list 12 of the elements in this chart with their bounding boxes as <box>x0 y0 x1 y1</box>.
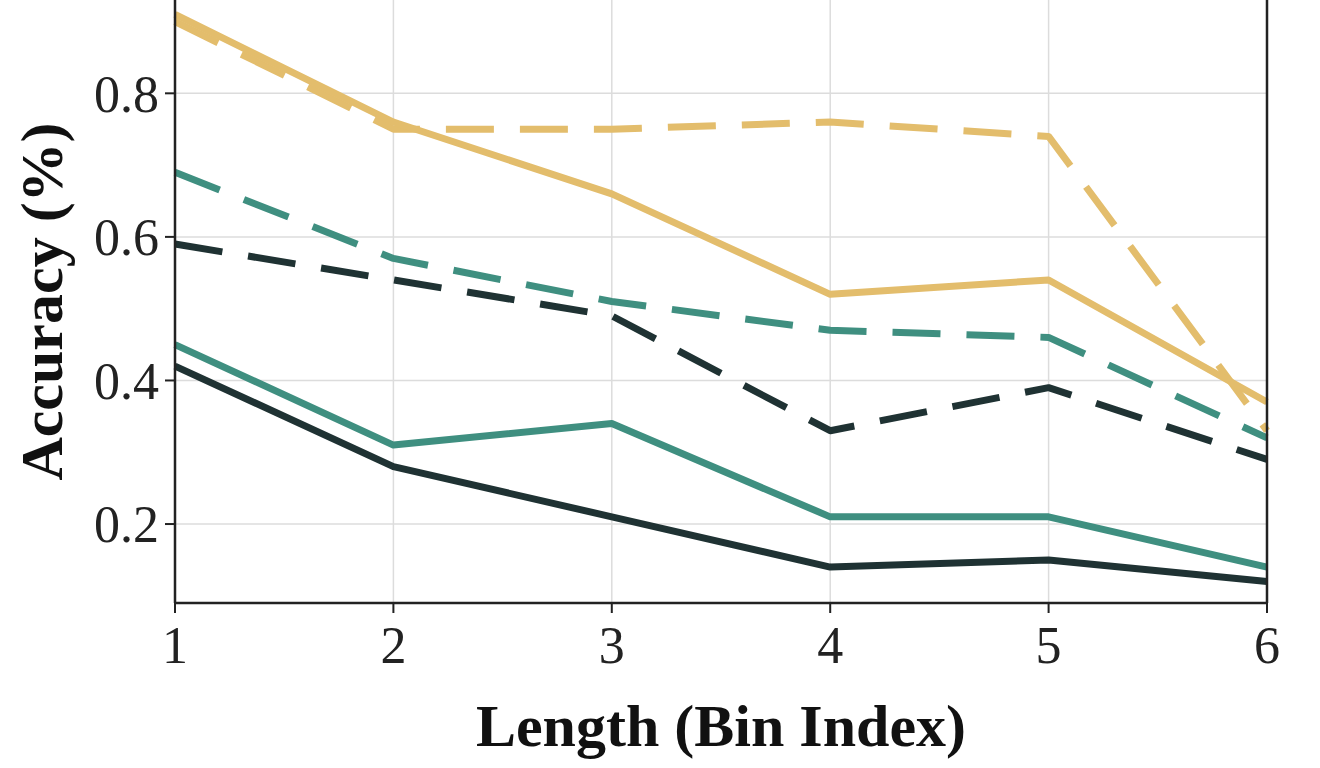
y-axis-title: Accuracy (%) <box>9 122 75 481</box>
x-tick-label: 4 <box>817 617 844 674</box>
x-tick-label: 6 <box>1254 617 1280 674</box>
x-tick-label: 2 <box>380 617 407 674</box>
x-tick-label: 3 <box>598 617 625 674</box>
y-tick-label: 0.2 <box>94 496 159 554</box>
y-tick-label: 0.6 <box>94 209 159 267</box>
x-tick-label: 5 <box>1035 617 1062 674</box>
x-tick-label: 1 <box>162 617 188 674</box>
y-tick-label: 0.4 <box>94 352 159 410</box>
x-axis-title: Length (Bin Index) <box>475 693 967 759</box>
y-tick-label: 0.8 <box>94 65 159 123</box>
